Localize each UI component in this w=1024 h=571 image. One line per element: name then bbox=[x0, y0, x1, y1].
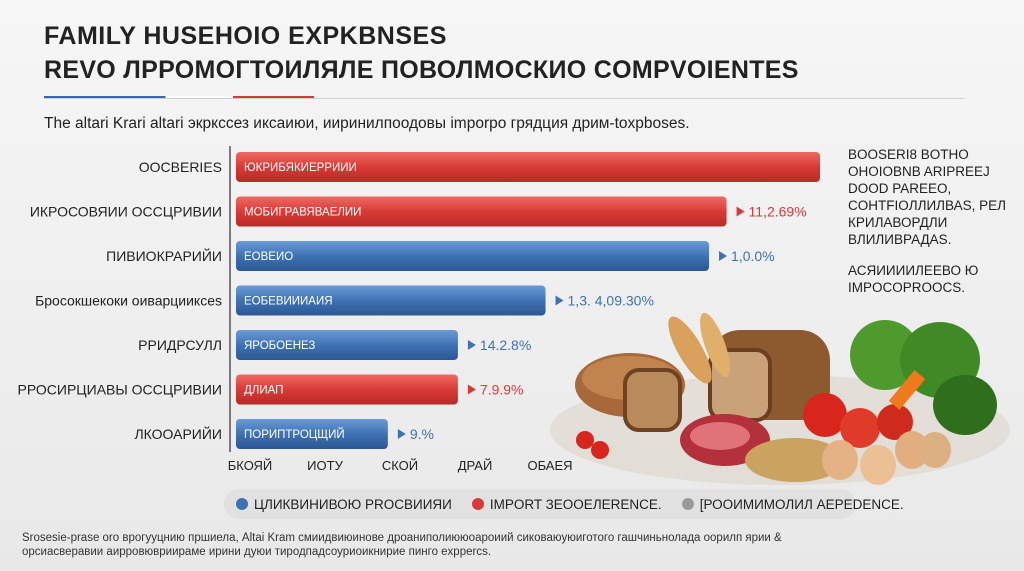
bar bbox=[236, 196, 727, 227]
chart-title-line2: REVO ЛРРОМОГТОИЛЯЛЕ ПОВОЛМОСКИО COMPVOIE… bbox=[44, 56, 799, 84]
tomato-icon bbox=[803, 393, 847, 437]
side-note-1: BOOSERI8 BOTHO OHOIOBNB ARIPREEJ DOOD PA… bbox=[848, 147, 1006, 247]
value-arrow bbox=[555, 295, 564, 306]
bar-inner-label: ЯРОБОЕНЕЗ bbox=[244, 340, 315, 352]
value-label: 1,3. 4,09.30% bbox=[568, 293, 654, 309]
category-label: OOCBERIES bbox=[139, 159, 222, 175]
category-label: Бросокшекоки оиварцииксеs bbox=[35, 293, 222, 309]
bar-inner-label: МОБИГРАВЯВАЕЛИИ bbox=[244, 207, 361, 219]
bar-inner-label: ЕОБЕВИИИАИЯ bbox=[244, 296, 333, 308]
bar bbox=[236, 285, 546, 316]
grain-icon bbox=[745, 438, 845, 482]
legend-label: [РООИМИМОЛИЛ AEPEDENCE. bbox=[699, 496, 904, 512]
legend-marker-blue bbox=[236, 498, 248, 510]
value-label: 14.2.8% bbox=[480, 337, 531, 353]
value-label: 1,0.0% bbox=[731, 248, 775, 264]
bar-inner-label: ЕОВЕИО bbox=[244, 251, 293, 263]
bar-inner-label: ЮКРИБЯКИЕРРИИИ bbox=[244, 162, 357, 174]
title-accent-rule bbox=[44, 96, 314, 99]
value-arrow bbox=[719, 251, 728, 261]
chart-title-line1: FAMILY HUSEHOIO EXPKBNSES bbox=[44, 22, 447, 50]
x-tick-label: ОБАЕЯ bbox=[527, 458, 572, 473]
legend-marker-red bbox=[471, 498, 484, 510]
value-arrow bbox=[467, 384, 476, 395]
legend: ЦЛИКВИНИВОЮ PROCBИИЯИ IMPORT ЗЕООЕЛЕRENC… bbox=[224, 489, 904, 519]
x-tick-label: СКОЙ bbox=[382, 458, 418, 473]
bar-inner-label: ПОРИПТРОЦЩИЙ bbox=[244, 428, 345, 441]
baguette-icon bbox=[668, 316, 712, 384]
groceries-illustration bbox=[550, 312, 1010, 485]
value-label: 9.% bbox=[410, 426, 434, 442]
category-label: РРИДРСУЛЛ bbox=[138, 337, 222, 353]
bread-slice-icon bbox=[623, 368, 682, 432]
value-arrow bbox=[397, 429, 406, 439]
side-notes: BOOSERI8 BOTHO OHOIOBNB ARIPREEJ DOOD PA… bbox=[848, 146, 1018, 310]
legend-item-local: ЦЛИКВИНИВОЮ PROCBИИЯИ bbox=[236, 497, 452, 512]
broccoli-icon bbox=[933, 375, 997, 435]
x-tick-label: БКОЯЙ bbox=[228, 458, 273, 473]
value-arrow bbox=[736, 206, 745, 217]
category-label: ИКРОСОВЯИИ ОССЦРИВИИ bbox=[30, 204, 222, 220]
legend-label: ЦЛИКВИНИВОЮ PROCBИИЯИ bbox=[254, 496, 452, 512]
value-label: 11,2.69% bbox=[749, 204, 807, 220]
value-label: 7.9.9% bbox=[480, 382, 524, 398]
egg-icon bbox=[822, 440, 858, 480]
title-divider bbox=[44, 98, 964, 99]
carrot-icon bbox=[888, 370, 926, 410]
legend-item-import: IMPORT ЗЕООЕЛЕRENCE. bbox=[471, 496, 662, 512]
category-label: ЛКООАРИЙИ bbox=[134, 425, 222, 442]
bar bbox=[236, 152, 820, 182]
footnote: Srosesie-prase oro врогууцнию пршиела, A… bbox=[22, 532, 782, 558]
bar bbox=[236, 330, 458, 360]
bar bbox=[236, 419, 388, 449]
legend-label: IMPORT ЗЕООЕЛЕRENCE. bbox=[489, 496, 662, 512]
bar bbox=[236, 241, 710, 271]
chart-subtitle: The altari Krari altari экркссез иксаиюи… bbox=[44, 115, 690, 132]
category-label: ПИВИОКРАРИЙИ bbox=[106, 247, 222, 264]
value-arrow bbox=[467, 340, 476, 350]
bar-inner-label: ДЛИАП bbox=[244, 385, 283, 397]
side-note-2: АСЯИИИИЛЕЕВО Ю IMPOCOPROOCS. bbox=[848, 263, 979, 295]
category-label: РРОСИРЦИАВЫ ОССЦРИВИИ bbox=[18, 382, 222, 398]
x-tick-label: ИОТУ bbox=[307, 458, 343, 473]
legend-marker-gray bbox=[681, 498, 694, 510]
bar bbox=[236, 374, 458, 405]
x-tick-label: ДРАЙ bbox=[458, 458, 493, 473]
legend-item-dependence: [РООИМИМОЛИЛ AEPEDENCE. bbox=[681, 496, 904, 512]
